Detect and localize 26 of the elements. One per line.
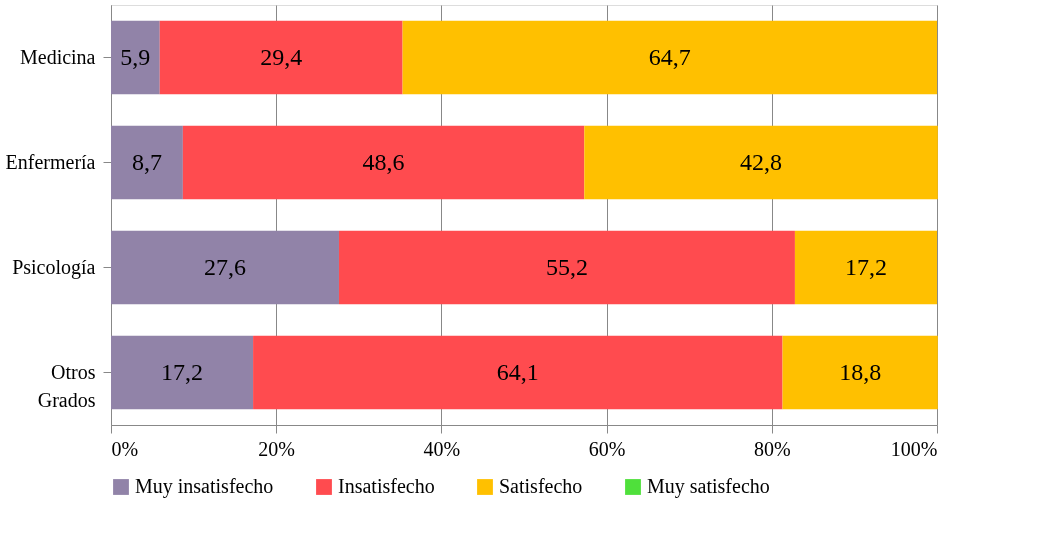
x-tick-label: 0%: [111, 437, 139, 460]
y-tick-label: Enfermería: [5, 150, 96, 173]
data-label: 8,7: [131, 148, 162, 175]
data-label: 5,9: [120, 43, 151, 70]
data-label: 42,8: [740, 148, 783, 175]
legend-label: Muy satisfecho: [647, 475, 770, 498]
legend-label: Muy insatisfecho: [135, 475, 274, 498]
x-tick-label: 40%: [423, 437, 461, 460]
data-label: 17,2: [844, 253, 887, 280]
legend-label: Satisfecho: [499, 475, 583, 497]
data-label: 64,1: [496, 358, 539, 385]
x-tick-label: 80%: [753, 437, 791, 460]
data-label: 64,7: [648, 43, 691, 70]
data-label: 29,4: [260, 43, 303, 70]
x-tick-label: 20%: [258, 437, 296, 460]
y-tick-label: Psicología: [12, 255, 96, 279]
x-tick-label: 60%: [588, 437, 626, 460]
data-label: 17,2: [161, 358, 204, 385]
legend-label: Insatisfecho: [338, 475, 435, 497]
data-label: 18,8: [839, 358, 882, 385]
data-label: 27,6: [203, 253, 246, 280]
data-label: 55,2: [545, 253, 588, 280]
y-tick-label: Otros Grados: [37, 360, 96, 411]
y-tick-label: Medicina: [19, 45, 96, 68]
x-tick-label: 100%: [890, 437, 938, 460]
data-label: 48,6: [362, 148, 405, 175]
